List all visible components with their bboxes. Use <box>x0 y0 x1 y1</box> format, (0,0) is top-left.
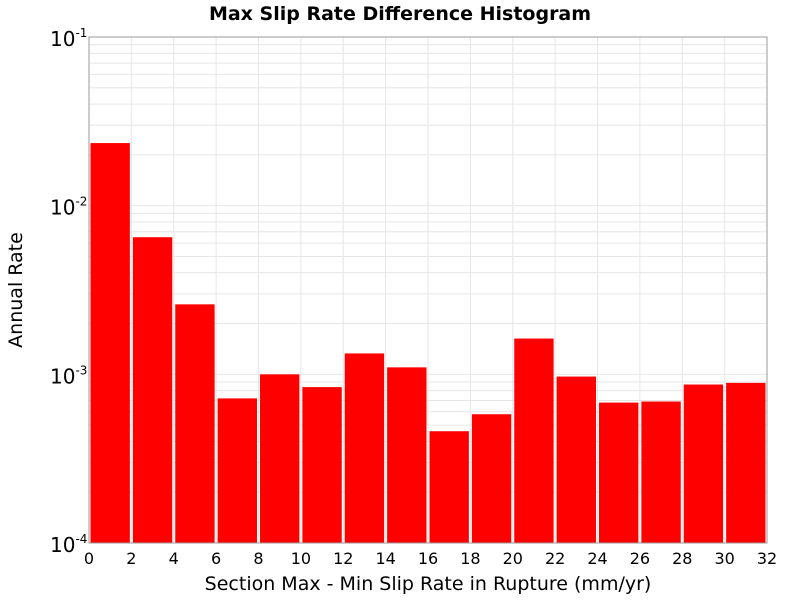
y-tick-label: 10-1 <box>50 26 87 51</box>
x-tick-label: 30 <box>714 549 734 568</box>
histogram-bar <box>344 353 385 543</box>
x-tick-label: 18 <box>460 549 480 568</box>
y-tick-label: 10-2 <box>50 195 87 220</box>
bars <box>90 143 766 543</box>
x-axis-label: Section Max - Min Slip Rate in Rupture (… <box>205 573 652 595</box>
histogram-bar <box>260 374 300 543</box>
x-tick-label: 26 <box>630 549 650 568</box>
x-tick-label: 10 <box>291 549 311 568</box>
y-tick-label: 10-3 <box>50 363 87 388</box>
x-tick-label: 8 <box>253 549 263 568</box>
x-tick-label: 6 <box>211 549 221 568</box>
x-tick-label: 28 <box>672 549 692 568</box>
histogram-bar <box>132 237 173 543</box>
histogram-bar <box>175 304 215 543</box>
x-tick-label: 16 <box>418 549 438 568</box>
x-tick-label: 12 <box>333 549 353 568</box>
histogram-bar <box>90 143 130 543</box>
y-axis-label: Annual Rate <box>5 232 27 348</box>
x-tick-label: 32 <box>757 549 777 568</box>
histogram-bar <box>387 367 427 543</box>
histogram-bar <box>302 387 342 543</box>
y-axis-ticks: 10-4 10-3 10-2 10-1 <box>50 26 87 557</box>
histogram-bar <box>217 398 257 543</box>
x-tick-label: 20 <box>503 549 523 568</box>
histogram-bar <box>599 402 639 543</box>
chart-title: Max Slip Rate Difference Histogram <box>209 3 591 25</box>
histogram-bar <box>514 338 554 543</box>
x-tick-label: 0 <box>84 549 94 568</box>
histogram-bar <box>726 382 766 543</box>
x-tick-label: 22 <box>545 549 565 568</box>
x-tick-label: 14 <box>375 549 395 568</box>
x-tick-label: 2 <box>126 549 136 568</box>
y-tick-label: 10-4 <box>50 532 87 557</box>
histogram-bar <box>683 384 724 543</box>
x-tick-label: 4 <box>169 549 179 568</box>
x-axis-ticks: 0 2 4 6 8 10 12 14 16 18 20 22 24 26 28 30 32 <box>84 549 777 568</box>
histogram-bar <box>429 431 469 543</box>
plot-frame <box>88 36 768 544</box>
histogram-bar <box>556 376 596 543</box>
x-tick-label: 24 <box>587 549 607 568</box>
histogram-bar <box>471 414 512 543</box>
histogram-bar <box>641 401 681 543</box>
